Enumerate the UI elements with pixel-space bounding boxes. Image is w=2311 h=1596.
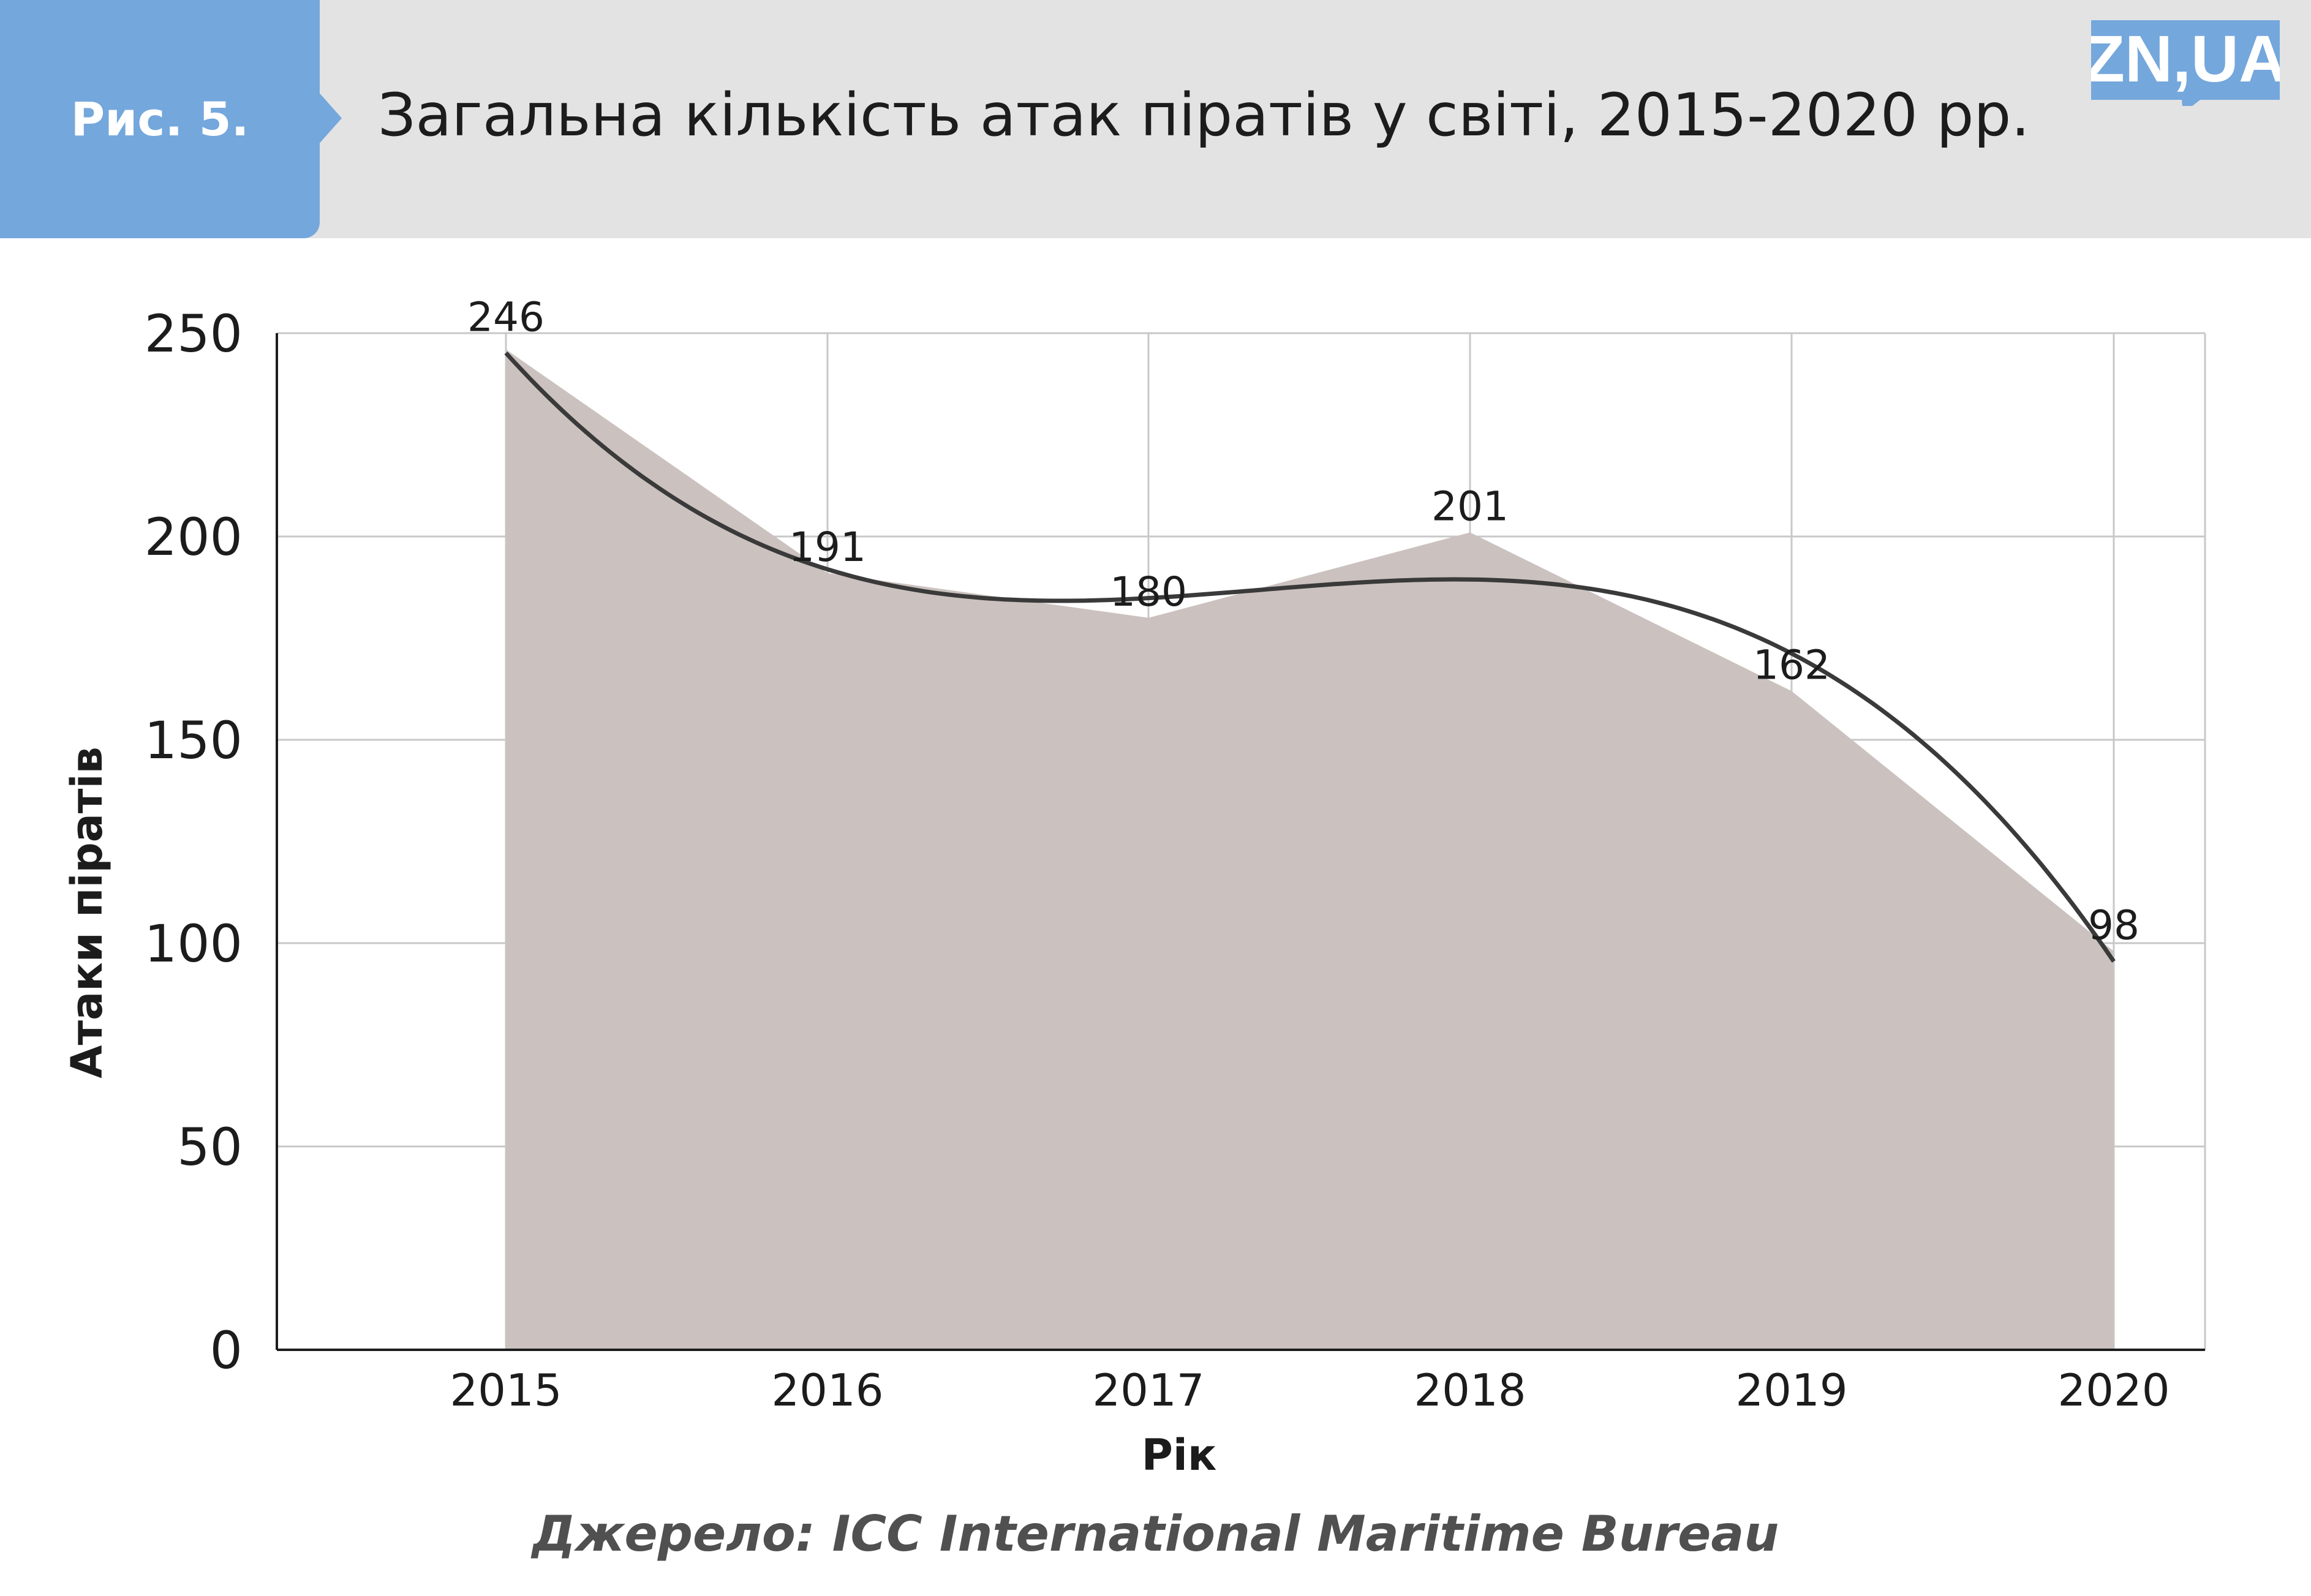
data-label: 162 [1753,641,1830,688]
y-tick-label: 200 [145,507,243,567]
figure-badge [0,0,320,238]
x-tick-label: 2019 [1735,1365,1847,1416]
y-tick-label: 150 [145,710,243,770]
area-series [506,349,2114,1350]
figure-badge-pointer [317,91,342,146]
y-tick-label: 0 [210,1320,243,1380]
data-label: 98 [2088,902,2139,949]
x-tick-label: 2018 [1414,1365,1526,1416]
trend-line [504,351,2116,963]
y-tick-label: 250 [145,304,243,364]
speech-bubble-logo-icon [2091,20,2280,106]
y-tick-label: 100 [145,914,243,974]
figure-label: Рис. 5. [70,92,249,146]
data-label: 191 [789,524,866,571]
logo-text: ZN,UA [2091,21,2280,96]
data-label: 246 [467,294,545,341]
data-label: 201 [1431,483,1509,530]
x-tick-label: 2017 [1092,1365,1204,1416]
y-tick-label: 50 [177,1117,243,1177]
x-axis-title: Рік [1142,1430,1217,1480]
header-bar [0,0,2311,238]
data-label: 180 [1110,568,1187,615]
source-note: Джерело: ICC International Maritime Bure… [532,1505,1779,1562]
y-axis-title: Атаки піратів [62,747,112,1078]
x-tick-label: 2016 [771,1365,883,1416]
x-tick-label: 2015 [450,1365,562,1416]
zn-ua-logo: ZN,UA [2091,20,2280,106]
x-tick-label: 2020 [2057,1365,2170,1416]
page-title: Загальна кількість атак піратів у світі,… [378,81,2030,149]
